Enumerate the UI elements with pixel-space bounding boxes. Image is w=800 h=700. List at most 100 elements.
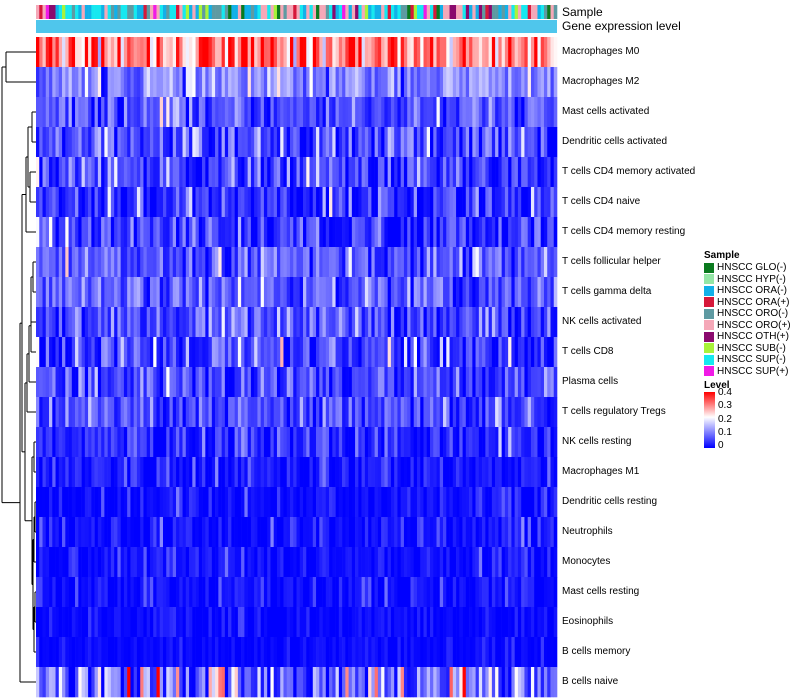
heatmap-cell [231,427,235,458]
heatmap-cell [332,37,336,68]
heatmap-cell [364,457,369,488]
heatmap-cell [475,217,480,248]
heatmap-cell [42,547,47,578]
heatmap-cell [166,487,170,518]
heatmap-cell [368,187,372,218]
heatmap-cell [45,607,50,638]
heatmap-cell [325,607,330,638]
heatmap-cell [88,457,92,488]
heatmap-cell [205,157,209,188]
heatmap-cell [97,67,102,98]
heatmap-cell [166,547,170,578]
row-label: B cells naive [562,676,619,687]
heatmap-cell [472,577,476,608]
heatmap-cell [390,487,395,518]
heatmap-cell [234,577,239,608]
heatmap-cell [501,307,506,338]
heatmap-cell [426,607,431,638]
heatmap-cell [289,517,294,548]
heatmap-cell [101,577,105,608]
heatmap-cell [319,577,323,608]
heatmap-cell [504,277,509,308]
sample-annotation-cell [521,5,525,19]
heatmap-cell [316,427,320,458]
heatmap-cell [140,397,144,428]
heatmap-cell [521,667,525,698]
heatmap-cell [260,187,265,218]
heatmap-cell [62,217,66,248]
heatmap-cell [254,487,258,518]
heatmap-cell [270,37,275,68]
heatmap-cell [312,397,317,428]
heatmap-cell [322,397,327,428]
heatmap-cell [208,427,213,458]
heatmap-cell [478,37,483,68]
heatmap-cell [338,247,343,278]
heatmap-cell [504,667,509,698]
heatmap-cell [45,247,50,278]
heatmap-cell [127,577,131,608]
heatmap-cell [97,607,102,638]
heatmap-cell [462,637,467,668]
heatmap-cell [537,637,542,668]
heatmap-cell [293,157,297,188]
heatmap-cell [390,427,395,458]
heatmap-cell [68,187,73,218]
heatmap-cell [550,67,555,98]
heatmap-cell [511,277,515,308]
heatmap-cell [377,187,382,218]
heatmap-cell [433,127,437,158]
sample-annotation-cell [97,5,102,19]
heatmap-cell [306,187,310,218]
heatmap-cell [58,367,63,398]
heatmap-cell [543,307,548,338]
heatmap-cell [501,37,506,68]
heatmap-cell [443,37,447,68]
heatmap-cell [436,217,441,248]
heatmap-cell [514,277,519,308]
heatmap-cell [205,127,209,158]
heatmap-cell [335,367,340,398]
heatmap-cell [286,307,291,338]
heatmap-cell [221,157,226,188]
heatmap-cell [368,427,372,458]
heatmap-cell [407,487,411,518]
heatmap-cell [283,67,288,98]
heatmap-cell [332,367,336,398]
heatmap-cell [153,667,157,698]
heatmap-cell [241,397,245,428]
heatmap-cell [49,457,53,488]
heatmap-cell [149,457,154,488]
heatmap-cell [465,367,470,398]
heatmap-cell [179,247,183,278]
heatmap-cell [257,457,261,488]
heatmap-cell [117,307,121,338]
heatmap-cell [436,307,441,338]
heatmap-cell [524,217,528,248]
heatmap-cell [504,607,509,638]
heatmap-cell [342,337,346,368]
heatmap-cell [237,307,242,338]
heatmap-cell [211,607,216,638]
heatmap-cell [514,67,519,98]
heatmap-cell [101,337,105,368]
heatmap-cell [387,337,392,368]
heatmap-cell [241,307,245,338]
heatmap-cell [495,187,499,218]
heatmap-cell [114,37,118,68]
heatmap-cell [433,157,437,188]
heatmap-cell [136,577,141,608]
heatmap-cell [185,277,190,308]
heatmap-cell [547,367,551,398]
heatmap-cell [88,37,92,68]
sample-annotation-cell [306,5,310,19]
heatmap-cell [36,217,40,248]
heatmap-cell [488,457,493,488]
heatmap-cell [478,487,483,518]
heatmap-cell [413,517,418,548]
heatmap-cell [368,337,372,368]
heatmap-cell [368,397,372,428]
heatmap-cell [303,127,307,158]
heatmap-cell [169,427,174,458]
heatmap-cell [319,487,323,518]
